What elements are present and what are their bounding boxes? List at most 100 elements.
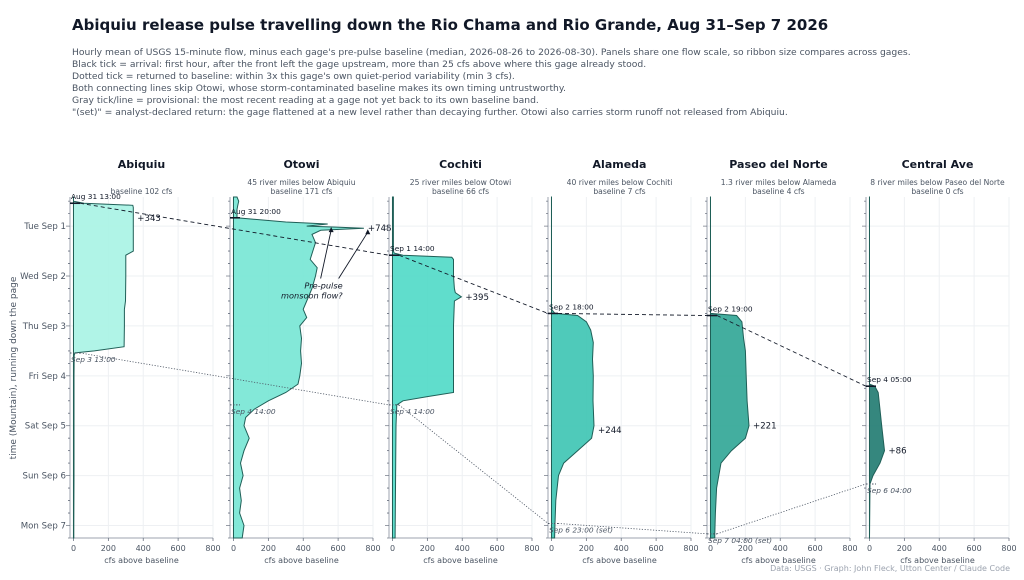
x-tick-label: 800 [365, 544, 380, 553]
x-tick-label: 0 [71, 544, 76, 553]
panel-baseline: baseline 66 cfs [432, 187, 489, 196]
y-tick-label: Sun Sep 6 [23, 472, 66, 482]
x-tick-label: 600 [807, 544, 822, 553]
panel-baseline: baseline 4 cfs [752, 187, 804, 196]
x-tick-label: 600 [966, 544, 981, 553]
x-tick-label: 800 [842, 544, 857, 553]
panel-baseline: baseline 102 cfs [111, 187, 173, 196]
return-connector [716, 483, 867, 535]
x-tick-label: 200 [579, 544, 594, 553]
panel-baseline: baseline 171 cfs [271, 187, 333, 196]
peak-label: +244 [598, 426, 622, 436]
arrival-label: Sep 1 14:00 [390, 244, 435, 253]
return-label: Sep 4 14:00 [231, 407, 276, 416]
x-tick-label: 600 [489, 544, 504, 553]
x-axis-label: cfs above baseline [900, 556, 975, 565]
arrival-connector [398, 254, 549, 314]
x-tick-label: 800 [1001, 544, 1016, 553]
x-axis-label: cfs above baseline [741, 556, 816, 565]
flow-ribbon [232, 196, 364, 539]
note-line: Hourly mean of USGS 15-minute flow, minu… [72, 47, 911, 58]
y-tick-label: Thu Sep 3 [22, 322, 66, 332]
flow-ribbon [72, 196, 134, 539]
panel-paseo-del-norte: Paseo del Norte 1.3 river miles below Ala… [703, 158, 858, 565]
panel-baseline: baseline 7 cfs [593, 187, 645, 196]
x-axis-label: cfs above baseline [423, 556, 498, 565]
flow-ribbon [391, 196, 463, 539]
return-connector [398, 404, 549, 524]
arrival-connector [557, 312, 708, 316]
x-tick-label: 200 [420, 544, 435, 553]
return-label: Sep 3 13:00 [71, 355, 116, 364]
panel-title: Alameda [593, 158, 647, 171]
credit-line: Data: USGS · Graph: John Fleck, Utton Ce… [770, 564, 1010, 573]
x-tick-label: 400 [932, 544, 947, 553]
panel-title: Otowi [283, 158, 319, 171]
panel-title: Abiquiu [118, 158, 165, 171]
x-axis-label: cfs above baseline [582, 556, 657, 565]
x-tick-label: 400 [773, 544, 788, 553]
arrival-connector [79, 202, 390, 256]
return-label: Sep 6 04:00 [867, 486, 912, 495]
x-tick-label: 0 [867, 544, 872, 553]
x-tick-label: 0 [708, 544, 713, 553]
panel-baseline: baseline 0 cfs [911, 187, 963, 196]
note-line: Gray tick/line = provisional: the most r… [72, 95, 539, 106]
panel-subtitle: 1.3 river miles below Alameda [721, 178, 836, 187]
return-label: Sep 4 14:00 [390, 407, 435, 416]
arrival-label: Aug 31 20:00 [231, 207, 281, 216]
return-connector [79, 352, 390, 406]
panel-abiquiu: Abiquiu baseline 102 cfs 0 200 400 600 800 cfs … [66, 158, 221, 565]
annotation-arrow [320, 230, 332, 279]
x-tick-label: 600 [170, 544, 185, 553]
y-tick-label: Fri Sep 4 [29, 372, 66, 382]
x-tick-label: 800 [524, 544, 539, 553]
panel-alameda: Alameda 40 river miles below Cochitibasel… [544, 158, 699, 565]
x-tick-label: 200 [897, 544, 912, 553]
x-tick-label: 400 [614, 544, 629, 553]
flow-ribbon [550, 196, 595, 539]
panel-subtitle: 40 river miles below Cochiti [567, 178, 673, 187]
annotation-arrowhead [365, 229, 371, 235]
x-tick-label: 0 [231, 544, 236, 553]
y-tick-label: Wed Sep 2 [20, 272, 66, 282]
panel-subtitle: 25 river miles below Otowi [410, 178, 511, 187]
x-tick-label: 600 [648, 544, 663, 553]
arrival-label: Sep 2 18:00 [549, 302, 594, 311]
chart-title: Abiquiu release pulse travelling down th… [72, 16, 829, 34]
annotation-text: monsoon flow? [281, 290, 343, 300]
panel-otowi: Otowi 45 river miles below Abiquiubaselin… [226, 158, 392, 565]
annotation-arrowhead [328, 227, 334, 233]
x-tick-label: 0 [390, 544, 395, 553]
flow-ribbon [709, 196, 750, 539]
y-tick-label: Sat Sep 5 [25, 422, 66, 432]
peak-label: +86 [888, 447, 906, 457]
panel-subtitle: 45 river miles below Abiquiu [247, 178, 355, 187]
note-line: Black tick = arrival: first hour, after … [72, 59, 647, 70]
x-axis-label: cfs above baseline [264, 556, 339, 565]
panel-title: Paseo del Norte [729, 158, 827, 171]
x-tick-label: 800 [205, 544, 220, 553]
annotation-arrow [338, 231, 369, 279]
y-axis-label: time (Mountain), running down the page [9, 276, 19, 459]
annotation-text: Pre-pulse [304, 280, 342, 290]
x-tick-label: 0 [549, 544, 554, 553]
peak-label: +221 [753, 422, 777, 432]
x-tick-label: 600 [330, 544, 345, 553]
arrival-label: Aug 31 13:00 [71, 192, 121, 201]
x-axis-label: cfs above baseline [104, 556, 179, 565]
arrival-label: Sep 4 05:00 [867, 375, 912, 384]
chart-notes: Hourly mean of USGS 15-minute flow, minu… [72, 47, 911, 119]
panel-title: Central Ave [902, 158, 974, 171]
return-label: Sep 6 23:00 (set) [549, 525, 613, 534]
panel-central-ave: Central Ave 8 river miles below Paseo del… [862, 158, 1017, 565]
x-tick-label: 200 [261, 544, 276, 553]
x-tick-label: 400 [136, 544, 151, 553]
panel-subtitle: 8 river miles below Paseo del Norte [870, 178, 1005, 187]
panel-title: Cochiti [439, 158, 482, 171]
x-tick-label: 200 [101, 544, 116, 553]
peak-label: +395 [465, 293, 489, 303]
peak-label: +748 [368, 224, 392, 234]
x-tick-label: 800 [683, 544, 698, 553]
